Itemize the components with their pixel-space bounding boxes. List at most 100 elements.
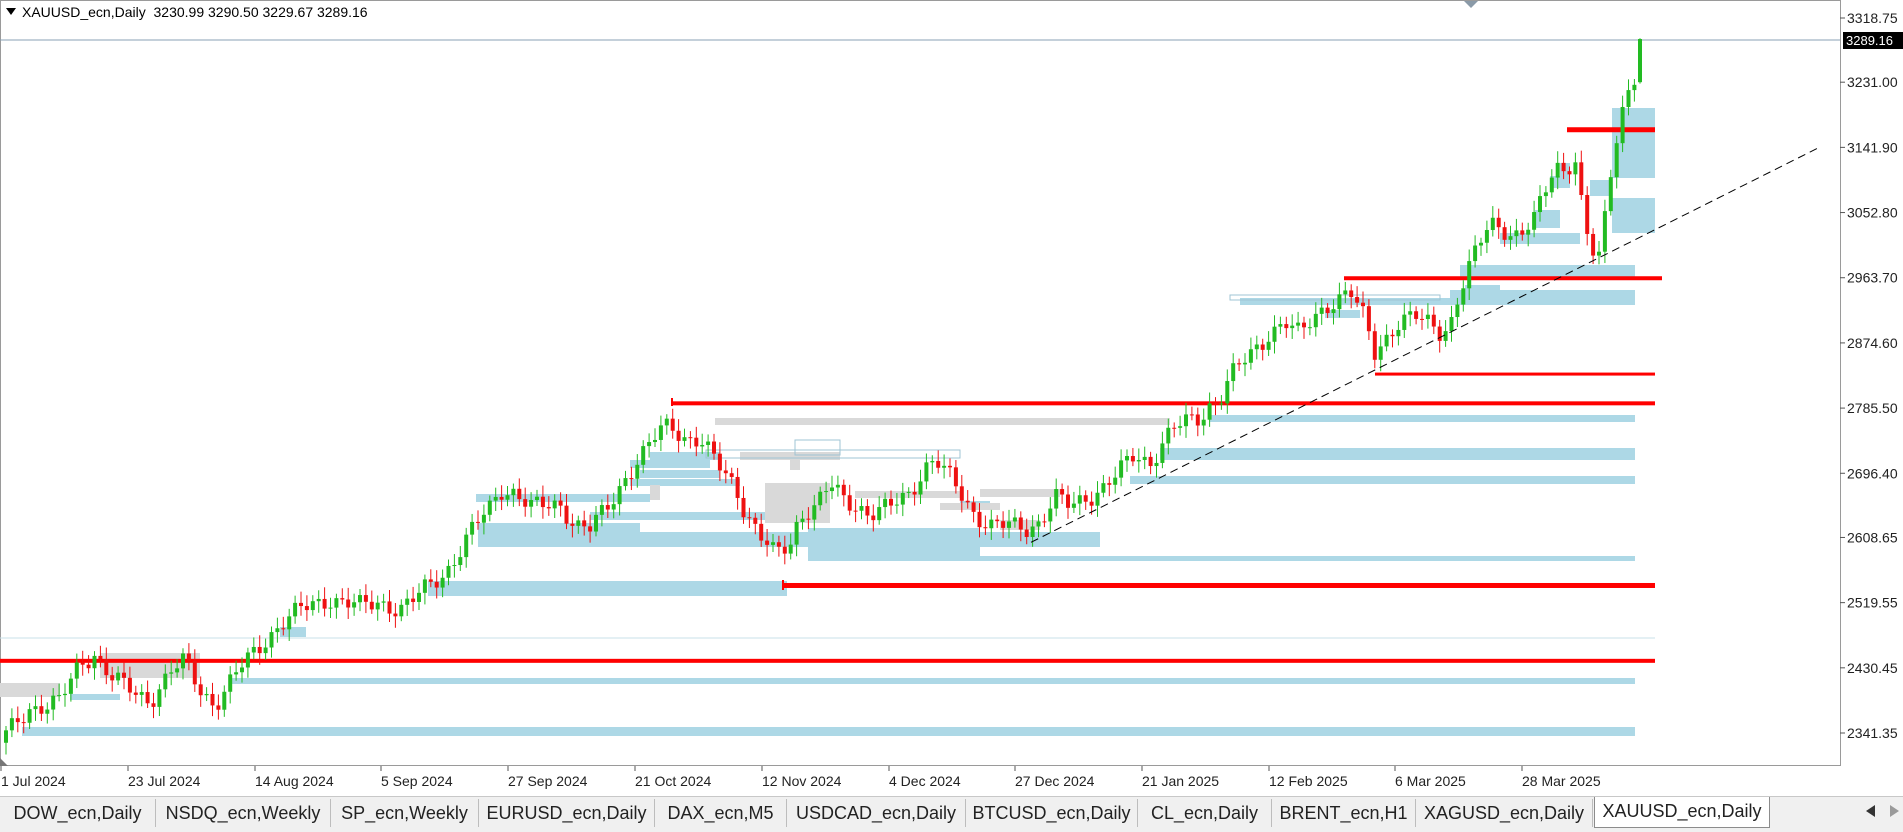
demand-zone [808,556,1635,561]
supply-zone [650,485,660,500]
candle-body [1201,419,1206,426]
candle-body [363,595,368,602]
candle-body [629,478,634,480]
candle-body [1638,39,1642,83]
current-price-value: 3289.16 [1846,33,1893,48]
tab-dax-m5[interactable]: DAX_ecn,M5 [655,799,787,827]
candle-body [322,598,327,609]
candle-body [1172,427,1177,429]
chart-canvas[interactable]: 3318.75 3231.00 3141.90 3052.80 2963.70 2874.… [0,0,1903,796]
time-axis-label: 21 Jan 2025 [1142,773,1219,789]
price-axis-label: 2874.60 [1847,335,1898,351]
candle-body [4,730,8,743]
candle-body [1538,196,1542,213]
candle-body [605,505,610,510]
candle-body [1178,426,1183,428]
tab-eurusd-daily[interactable]: EURUSD_ecn,Daily [479,799,655,827]
candle-body [971,502,976,512]
zones-layer [0,108,1655,736]
tab-dow-daily[interactable]: DOW_ecn,Daily [0,799,156,827]
candle-body [222,691,227,710]
candle-body [340,598,345,600]
candle-body [446,565,451,578]
candle-body [269,632,274,648]
support-resistance-level [0,658,1655,663]
candle-body [835,484,840,488]
candle-body [1384,334,1389,347]
candle-body [281,628,286,630]
candle-body [806,518,811,520]
candle-body [1484,230,1489,243]
candle-body [369,601,374,610]
candle-body [588,526,593,532]
candle-body [1302,322,1306,328]
candle-body [1532,212,1537,230]
candle-body [440,577,445,588]
candle-body [1077,495,1082,504]
candle-body [1048,508,1053,522]
chart-shift-marker-icon[interactable] [1464,1,1478,8]
candle-body [15,718,20,723]
candle-body [122,672,126,678]
chart-tab-bar: DOW_ecn,Daily NSDQ_ecn,Weekly SP_ecn,Wee… [0,796,1903,832]
candle-body [599,505,604,515]
demand-zone [478,523,640,532]
candle-body [1496,217,1501,228]
tab-usdcad-daily[interactable]: USDCAD_ecn,Daily [787,799,966,827]
candle-body [1455,304,1460,318]
candle-body [1402,314,1407,330]
candle-body [481,514,486,523]
support-resistance-level [783,582,1655,588]
candle-body [1632,84,1637,91]
candle-body [63,693,67,696]
candle-body [706,441,711,445]
time-axis: 1 Jul 2024 23 Jul 2024 14 Aug 2024 5 Sep 20… [0,758,1601,789]
price-axis-label: 2430.45 [1847,660,1898,676]
candle-body [1260,344,1265,350]
candle-body [352,602,357,608]
candle-body [33,706,38,710]
candle-body [1467,261,1472,289]
candle-body [1372,331,1377,360]
candle-body [1142,456,1147,461]
candle-body [753,517,758,524]
right-triangle-icon[interactable] [1890,805,1899,817]
candle-body [499,496,504,500]
candle-body [204,693,209,696]
candle-body [765,540,770,545]
candle-body [487,500,492,515]
dropdown-triangle-icon[interactable] [6,8,16,15]
left-triangle-icon[interactable] [1866,805,1875,817]
price-chart[interactable]: 3318.75 3231.00 3141.90 3052.80 2963.70 2874.… [0,0,1903,800]
tab-xagusd-daily[interactable]: XAGUSD_ecn,Daily [1416,799,1593,827]
candle-body [1195,414,1200,426]
candle-body [139,692,144,695]
candle-body [653,439,657,443]
candle-body [316,598,321,602]
candle-body [405,598,410,605]
time-axis-label: 1 Jul 2024 [1,773,66,789]
tab-xauusd-daily[interactable]: XAUUSD_ecn,Daily [1594,797,1770,828]
tab-nsdq-weekly[interactable]: NSDQ_ecn,Weekly [156,799,331,827]
candle-body [747,517,752,519]
candle-body [1278,324,1283,327]
tab-brent-h1[interactable]: BRENT_ecn,H1 [1272,799,1416,827]
candle-body [871,515,876,521]
candle-body [92,655,97,669]
tab-btcusd-daily[interactable]: BTCUSD_ecn,Daily [966,799,1138,827]
levels-layer [0,127,1662,663]
tab-sp-weekly[interactable]: SP_ecn,Weekly [331,799,479,827]
support-resistance-level [1567,127,1655,133]
candle-body [824,491,829,493]
candle-body [983,527,988,529]
candle-body [1148,456,1153,467]
demand-zone [1612,108,1655,178]
candle-body [1425,314,1430,319]
time-axis-label: 28 Mar 2025 [1522,773,1601,789]
candle-body [245,652,250,668]
candle-body [1136,460,1141,462]
tab-cl-daily[interactable]: CL_ecn,Daily [1138,799,1272,827]
candle-body [1573,162,1578,175]
candle-body [953,467,958,487]
candle-body [582,520,587,527]
